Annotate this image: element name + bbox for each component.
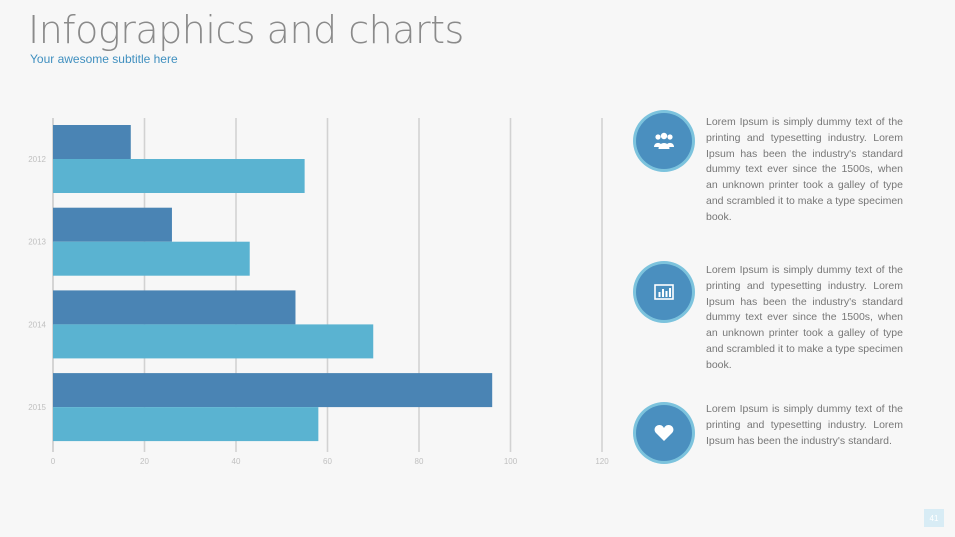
x-tick-label-60: 60 <box>323 457 332 466</box>
x-tick-label-100: 100 <box>504 457 518 466</box>
x-tick-label-0: 0 <box>51 457 56 466</box>
info-text-1: Lorem Ipsum is simply dummy text of the … <box>706 116 903 223</box>
x-tick-label-80: 80 <box>415 457 424 466</box>
info-text-3: Lorem Ipsum is simply dummy text of the … <box>706 403 903 447</box>
page-number: 41 <box>924 509 944 527</box>
category-label-2015: 2015 <box>28 403 46 412</box>
bar-2012-series-1 <box>53 125 131 159</box>
category-label-2014: 2014 <box>28 320 46 329</box>
info-text-2: Lorem Ipsum is simply dummy text of the … <box>706 264 903 371</box>
bar-2013-series-2 <box>53 241 250 276</box>
category-label-2012: 2012 <box>28 155 46 164</box>
heart-icon-circle <box>636 405 692 461</box>
x-tick-label-120: 120 <box>595 457 609 466</box>
heart-icon <box>654 425 674 441</box>
bar-2015-series-1 <box>53 373 493 408</box>
x-tick-label-20: 20 <box>140 457 149 466</box>
bar-2014-series-2 <box>53 324 374 359</box>
bar-2015-series-2 <box>53 407 319 442</box>
page-subtitle: Your awesome subtitle here <box>30 52 178 66</box>
users-icon-circle <box>636 113 692 169</box>
category-label-2013: 2013 <box>28 238 46 247</box>
bar-2013-series-1 <box>53 207 172 242</box>
page-title: Infographics and charts <box>28 8 464 52</box>
chart-icon <box>654 284 674 300</box>
bar-2014-series-1 <box>53 290 296 325</box>
x-tick-label-40: 40 <box>232 457 241 466</box>
users-icon <box>654 132 674 149</box>
bar-2012-series-2 <box>53 159 305 193</box>
chart-icon-circle <box>636 264 692 320</box>
